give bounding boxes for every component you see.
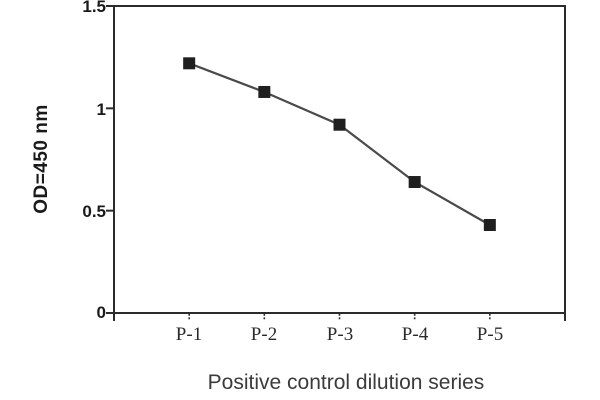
x-tick-label-p5: P-5 (476, 324, 504, 345)
plot-frame (113, 5, 566, 314)
y-tick-label-0: 0 (96, 303, 106, 322)
data-point-P-4 (408, 176, 421, 189)
x-axis-title: Positive control dilution series (207, 371, 485, 394)
y-tick-label-0-5: 0.5 (82, 202, 106, 221)
data-point-P-5 (483, 218, 496, 231)
data-point-P-2 (258, 85, 271, 98)
x-tick-label-p3: P-3 (326, 324, 354, 345)
x-tick-label-p1: P-1 (175, 324, 203, 345)
y-axis-title: OD=450 nm (31, 104, 52, 214)
y-tick-label-1-5: 1.5 (82, 0, 106, 16)
data-point-P-1 (183, 57, 196, 70)
x-tick-label-p4: P-4 (401, 324, 429, 345)
x-tick-label-p2: P-2 (250, 324, 278, 345)
data-point-P-3 (333, 118, 346, 131)
series-line (188, 62, 491, 226)
y-tick-label-1-0: 1 (96, 100, 106, 119)
